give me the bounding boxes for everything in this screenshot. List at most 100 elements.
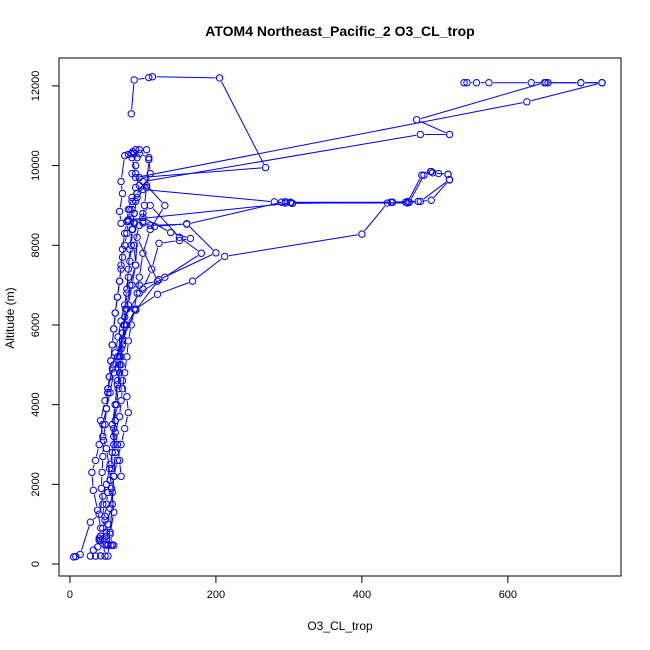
x-tick-label: 200 [207, 589, 225, 601]
series-segment [132, 213, 134, 219]
series-segment [161, 282, 189, 294]
data-point [133, 289, 141, 297]
series-segment [106, 452, 110, 465]
series-segment [128, 329, 131, 337]
data-point [97, 484, 106, 493]
data-point [128, 205, 136, 214]
data-point [130, 209, 138, 218]
x-tick-label: 400 [353, 589, 371, 601]
data-point [123, 392, 131, 401]
series-segment [110, 516, 114, 531]
data-point [101, 420, 109, 429]
series-5 [95, 145, 140, 544]
data-point [139, 209, 147, 218]
data-point [115, 207, 124, 216]
y-tick-label: 10000 [30, 150, 42, 181]
data-point [155, 275, 163, 284]
series-segment [138, 240, 157, 278]
series-segment [136, 181, 139, 184]
series-segment [139, 257, 143, 274]
data-point [96, 416, 105, 425]
series-segment [103, 428, 106, 437]
data-point [104, 385, 112, 393]
data-point [72, 552, 80, 561]
x-tick-label: 0 [67, 589, 73, 601]
series-segment [129, 233, 133, 246]
data-point [128, 169, 136, 178]
series-4 [460, 79, 606, 87]
series-segment [115, 340, 118, 349]
y-axis-label: Altitude (m) [3, 287, 17, 348]
series-segment [108, 484, 110, 489]
data-point [426, 167, 435, 176]
series-segment [115, 301, 118, 309]
series-segment [137, 218, 140, 221]
series-segment [420, 83, 541, 120]
data-point [147, 265, 156, 273]
series-segment [114, 464, 117, 473]
series-segment [189, 226, 214, 251]
series-segment [119, 360, 122, 369]
data-point [544, 79, 552, 87]
series-segment [423, 181, 447, 200]
data-point [277, 198, 286, 206]
data-point [123, 353, 131, 361]
data-point [139, 185, 147, 194]
data-point [117, 353, 125, 361]
series-segment [137, 282, 157, 308]
data-point [175, 233, 184, 242]
series-segment [364, 205, 386, 232]
data-point [130, 76, 138, 84]
y-tick-label: 0 [30, 561, 42, 567]
data-point [124, 337, 133, 345]
series-segment [115, 408, 117, 417]
data-point [129, 225, 137, 234]
data-point [118, 245, 127, 253]
data-point [142, 183, 151, 192]
data-point [416, 130, 424, 139]
data-point [153, 277, 162, 285]
data-point [107, 484, 116, 493]
data-point [146, 221, 154, 230]
series-segment [126, 289, 130, 305]
data-point [102, 528, 111, 536]
data-point [131, 261, 140, 269]
series-segment [129, 201, 132, 206]
series-segment [93, 494, 98, 507]
series-segment [109, 472, 112, 485]
data-point [127, 149, 135, 158]
series-segment [121, 159, 125, 178]
data-point [145, 73, 153, 82]
data-point [115, 369, 124, 377]
data-point [358, 230, 366, 238]
series-segment [128, 253, 130, 266]
data-point [91, 552, 100, 560]
series-segment [146, 163, 149, 184]
data-point [118, 385, 127, 393]
data-point [412, 116, 421, 124]
series-segment [147, 177, 150, 182]
data-point [110, 472, 118, 481]
data-point [113, 377, 122, 385]
data-point [107, 541, 115, 550]
data-point [120, 229, 129, 238]
data-point [460, 79, 468, 87]
data-point [166, 228, 175, 237]
data-point [99, 432, 107, 441]
data-point [108, 448, 116, 457]
data-point [115, 456, 124, 465]
data-point [99, 420, 107, 429]
series-segment [102, 508, 105, 517]
data-point [88, 468, 96, 477]
series-segment [190, 202, 278, 224]
data-point [115, 412, 124, 421]
x-tick-label: 600 [499, 589, 517, 601]
series-segment [106, 396, 109, 405]
y-tick-label: 12000 [30, 71, 42, 102]
data-point [110, 508, 118, 516]
data-point [161, 201, 169, 210]
series-segment [110, 349, 113, 357]
series-segment [228, 234, 358, 257]
data-point [127, 321, 135, 329]
